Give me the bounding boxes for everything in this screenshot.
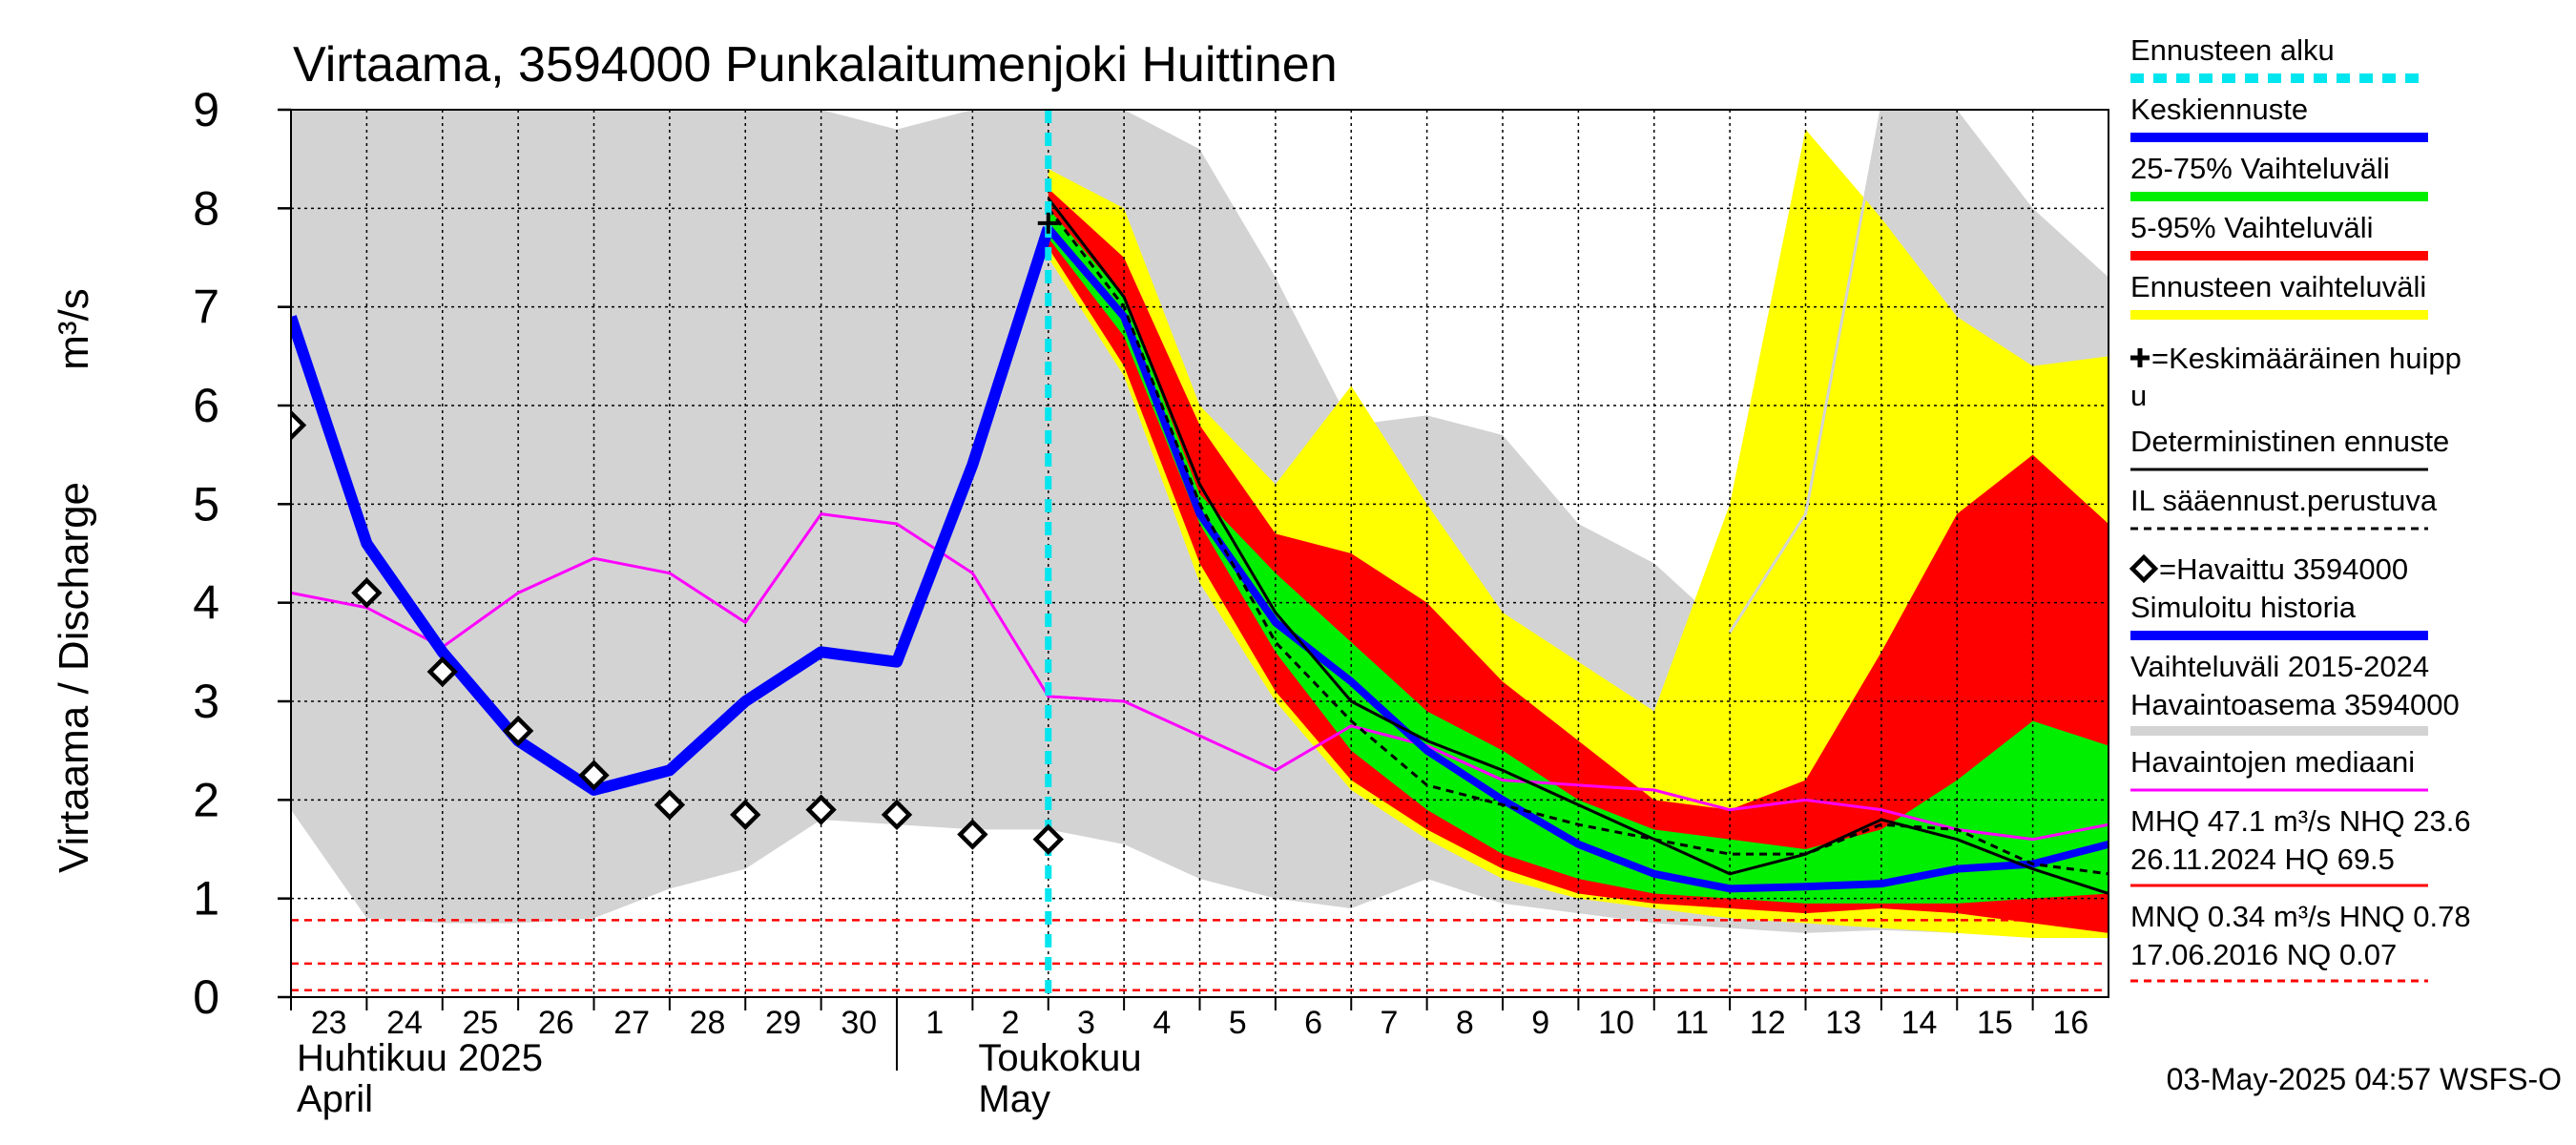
legend-item: Deterministinen ennuste bbox=[2130, 425, 2449, 471]
x-tick-label: 16 bbox=[2052, 1005, 2088, 1041]
legend-item: Vaihteluväli 2015-2024 Havaintoasema 359… bbox=[2130, 650, 2460, 736]
legend-item: 5-95% Vaihteluväli bbox=[2130, 211, 2428, 260]
series-line bbox=[1047, 207, 2109, 876]
month-label-en: May bbox=[978, 1078, 1050, 1120]
month-label-en: April bbox=[297, 1078, 373, 1120]
legend-label: Deterministinen ennuste bbox=[2130, 425, 2449, 458]
plot-area bbox=[291, 110, 2109, 997]
x-tick-label: 12 bbox=[1750, 1005, 1786, 1041]
legend-label: Ennusteen alku bbox=[2130, 33, 2335, 67]
legend-label: u bbox=[2130, 379, 2147, 412]
legend-item: Ennusteen alku bbox=[2130, 33, 2428, 83]
legend-item: Havaintojen mediaani bbox=[2130, 745, 2428, 792]
x-tick-label: 5 bbox=[1229, 1005, 1247, 1041]
mean-peak-marker bbox=[1037, 212, 1059, 234]
legend-label: Simuloitu historia bbox=[2130, 591, 2357, 624]
x-tick-label: 27 bbox=[613, 1005, 650, 1041]
observed-point bbox=[1032, 823, 1064, 855]
legend-item: IL sääennust.perustuva bbox=[2130, 484, 2438, 531]
observed-point bbox=[426, 656, 458, 688]
plot-content bbox=[291, 110, 2109, 997]
x-tick-label: 25 bbox=[463, 1005, 499, 1041]
x-tick-label: 11 bbox=[1675, 1005, 1709, 1041]
legend-label: =Havaittu 3594000 bbox=[2159, 552, 2408, 586]
legend-label: 26.11.2024 HQ 69.5 bbox=[2130, 843, 2395, 876]
legend-label: 17.06.2016 NQ 0.07 bbox=[2130, 938, 2397, 971]
y-tick-label: 3 bbox=[193, 675, 219, 728]
y-tick-label: 7 bbox=[193, 281, 219, 334]
x-tick-label: 3 bbox=[1077, 1005, 1095, 1041]
observed-point bbox=[881, 799, 913, 831]
x-tick-label: 1 bbox=[925, 1005, 944, 1041]
x-tick-label: 24 bbox=[386, 1005, 423, 1041]
chart-title: Virtaama, 3594000 Punkalaitumenjoki Huit… bbox=[293, 37, 1338, 93]
observed-point bbox=[502, 715, 534, 747]
legend-item: MHQ 47.1 m³/s NHQ 23.6 26.11.2024 HQ 69.5 bbox=[2130, 804, 2471, 887]
x-tick-label: 13 bbox=[1825, 1005, 1861, 1041]
legend-label: MHQ 47.1 m³/s NHQ 23.6 bbox=[2130, 804, 2471, 838]
legend-label: Havaintojen mediaani bbox=[2130, 745, 2415, 779]
x-tick-label: 15 bbox=[1977, 1005, 2013, 1041]
observed-point bbox=[730, 799, 761, 831]
legend-label: Ennusteen vaihteluväli bbox=[2130, 270, 2426, 303]
x-tick-label: 14 bbox=[1901, 1005, 1938, 1041]
y-axis-unit: m³/s bbox=[51, 288, 97, 370]
legend-item: =Havaittu 3594000 bbox=[2129, 552, 2408, 586]
legend-item: Ennusteen vaihteluväli bbox=[2130, 270, 2428, 320]
y-tick-label: 4 bbox=[193, 576, 219, 630]
observed-point bbox=[351, 577, 383, 609]
legend-item: Simuloitu historia bbox=[2130, 591, 2428, 640]
observed-point bbox=[957, 819, 988, 850]
y-tick-label: 9 bbox=[193, 83, 219, 136]
legend-item: Keskiennuste bbox=[2130, 93, 2428, 142]
x-tick-label: 28 bbox=[690, 1005, 726, 1041]
footer-timestamp: 03-May-2025 04:57 WSFS-O bbox=[2167, 1062, 2562, 1096]
legend-label: Havaintoasema 3594000 bbox=[2130, 688, 2460, 721]
legend-label: 5-95% Vaihteluväli bbox=[2130, 211, 2373, 244]
legend-label: Vaihteluväli 2015-2024 bbox=[2130, 650, 2429, 683]
legend-label: 25-75% Vaihteluväli bbox=[2130, 152, 2390, 185]
series-line bbox=[1047, 198, 2109, 895]
y-tick-label: 8 bbox=[193, 181, 219, 235]
y-tick-label: 6 bbox=[193, 379, 219, 432]
y-tick-label: 1 bbox=[193, 872, 219, 926]
x-tick-label: 26 bbox=[538, 1005, 574, 1041]
month-label-fi: Toukokuu bbox=[978, 1037, 1141, 1079]
y-tick-label: 5 bbox=[193, 477, 219, 531]
band-2 bbox=[1048, 188, 2109, 933]
x-tick-label: 10 bbox=[1598, 1005, 1634, 1041]
y-tick-label: 0 bbox=[193, 970, 219, 1024]
x-tick-label: 6 bbox=[1304, 1005, 1322, 1041]
legend-item: MNQ 0.34 m³/s HNQ 0.78 17.06.2016 NQ 0.07 bbox=[2130, 900, 2471, 983]
observed-point bbox=[578, 760, 610, 791]
x-tick-label: 30 bbox=[841, 1005, 877, 1041]
series-line bbox=[291, 226, 1054, 796]
y-axis-label: Virtaama / Discharge bbox=[51, 482, 97, 873]
legend-label: IL sääennust.perustuva bbox=[2130, 484, 2438, 517]
observed-point bbox=[291, 409, 307, 441]
y-tick-label: 2 bbox=[193, 773, 219, 826]
x-tick-label: 7 bbox=[1380, 1005, 1398, 1041]
x-tick-label: 2 bbox=[1002, 1005, 1020, 1041]
band-3 bbox=[1048, 208, 2109, 904]
x-tick-label: 23 bbox=[311, 1005, 347, 1041]
x-tick-label: 8 bbox=[1456, 1005, 1474, 1041]
series-line bbox=[1728, 110, 1883, 634]
legend-label: Keskiennuste bbox=[2130, 93, 2308, 126]
legend-label: MNQ 0.34 m³/s HNQ 0.78 bbox=[2130, 900, 2471, 933]
observed-point bbox=[654, 789, 686, 821]
month-label-fi: Huhtikuu 2025 bbox=[297, 1037, 543, 1079]
legend-item: 25-75% Vaihteluväli bbox=[2130, 152, 2428, 201]
x-tick-label: 9 bbox=[1531, 1005, 1549, 1041]
x-tick-label: 4 bbox=[1153, 1005, 1171, 1041]
legend: Ennusteen alku Keskiennuste 25-75% Vaihtel… bbox=[2129, 33, 2471, 983]
legend-label: =Keskimääräinen huipp bbox=[2151, 342, 2462, 375]
x-tick-label: 29 bbox=[765, 1005, 801, 1041]
observed-point bbox=[805, 794, 837, 825]
series-line bbox=[291, 512, 2109, 842]
